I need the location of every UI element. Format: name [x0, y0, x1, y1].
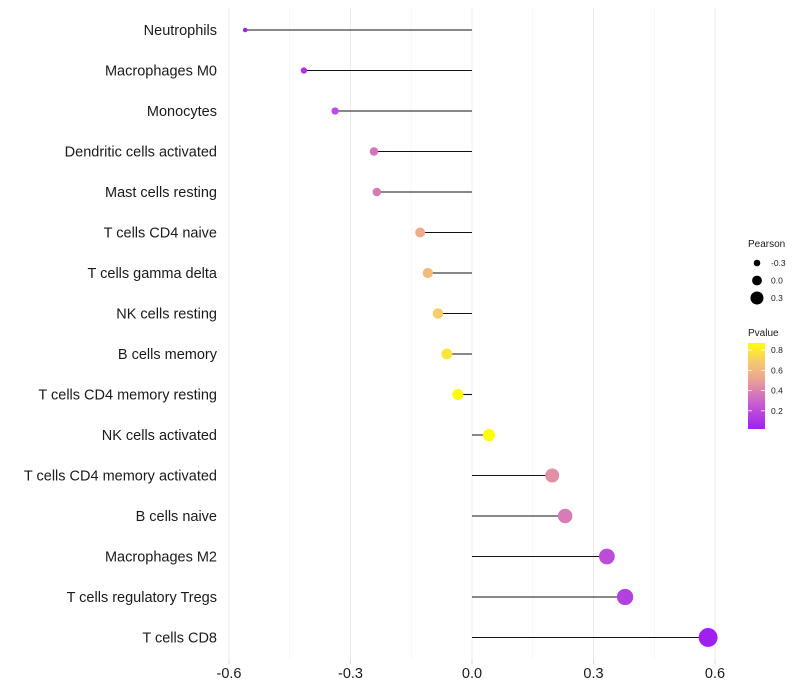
- y-category-label: T cells CD4 memory resting: [38, 388, 217, 404]
- lollipop-point: [441, 348, 453, 360]
- y-category-label: Mast cells resting: [105, 185, 217, 201]
- y-category-label: NK cells activated: [102, 428, 217, 444]
- points: [242, 27, 718, 647]
- x-tick-label: 0.6: [705, 666, 725, 682]
- lollipop-point: [369, 147, 379, 156]
- colorbar-label: 0.2: [771, 406, 783, 416]
- lollipop-point: [415, 227, 426, 238]
- colorbar-label: 0.4: [771, 386, 783, 396]
- lollipop-point: [422, 267, 433, 279]
- y-axis-labels: Neutrophils Macrophages M0 Monocytes Dendri…: [24, 23, 218, 647]
- lollipop-point: [482, 428, 496, 442]
- y-category-label: NK cells resting: [116, 307, 217, 323]
- x-tick-label: -0.6: [217, 666, 242, 682]
- legend: Pearson -0.3 0.0 0.3 Pvalue 0.8 0.6 0.4 0.2: [748, 239, 786, 429]
- y-category-label: Monocytes: [147, 104, 217, 120]
- lollipop-point: [557, 508, 573, 524]
- y-category-label: T cells CD4 naive: [104, 226, 217, 242]
- x-axis-ticks: -0.6 -0.3 0.0 0.3 0.6: [217, 660, 725, 682]
- x-tick-label: 0.0: [462, 666, 482, 682]
- size-legend: -0.3 0.0 0.3: [750, 258, 786, 305]
- y-category-label: T cells CD4 memory activated: [24, 469, 217, 485]
- size-legend-label: 0.0: [771, 276, 783, 286]
- colorbar-label: 0.8: [771, 345, 783, 355]
- colorbar-label: 0.6: [771, 365, 783, 375]
- y-category-label: Dendritic cells activated: [65, 145, 217, 161]
- lollipop-point: [545, 468, 560, 483]
- legend-title-pearson: Pearson: [748, 239, 785, 250]
- lollipop-point: [300, 67, 308, 74]
- size-legend-key: [753, 259, 761, 267]
- lollipop-point: [598, 548, 615, 565]
- lollipop-point: [242, 27, 248, 33]
- lollipop-point: [452, 388, 464, 401]
- stems: [245, 29, 709, 639]
- x-tick-label: 0.3: [583, 666, 603, 682]
- y-category-label: T cells regulatory Tregs: [67, 590, 217, 606]
- y-category-label: Macrophages M0: [105, 64, 217, 80]
- lollipop-point: [616, 588, 634, 606]
- legend-title-pvalue: Pvalue: [748, 328, 779, 339]
- y-category-label: B cells naive: [136, 509, 217, 525]
- y-category-label: Neutrophils: [144, 23, 217, 39]
- lollipop-point: [372, 187, 382, 197]
- size-legend-key: [750, 291, 764, 305]
- grid-lines: [228, 8, 716, 660]
- y-category-label: B cells memory: [118, 347, 218, 363]
- y-category-label: Macrophages M2: [105, 550, 217, 566]
- lollipop-point: [698, 628, 718, 647]
- lollipop-point: [331, 107, 339, 115]
- size-legend-label: -0.3: [771, 258, 786, 268]
- lollipop-point: [432, 308, 444, 319]
- color-legend-ticks: 0.8 0.6 0.4 0.2: [748, 345, 783, 416]
- size-legend-key: [752, 275, 762, 286]
- y-category-label: T cells CD8: [142, 631, 217, 647]
- y-category-label: T cells gamma delta: [88, 266, 218, 282]
- pvalue-colorbar: [748, 343, 765, 429]
- size-legend-label: 0.3: [771, 293, 783, 303]
- x-tick-label: -0.3: [338, 666, 363, 682]
